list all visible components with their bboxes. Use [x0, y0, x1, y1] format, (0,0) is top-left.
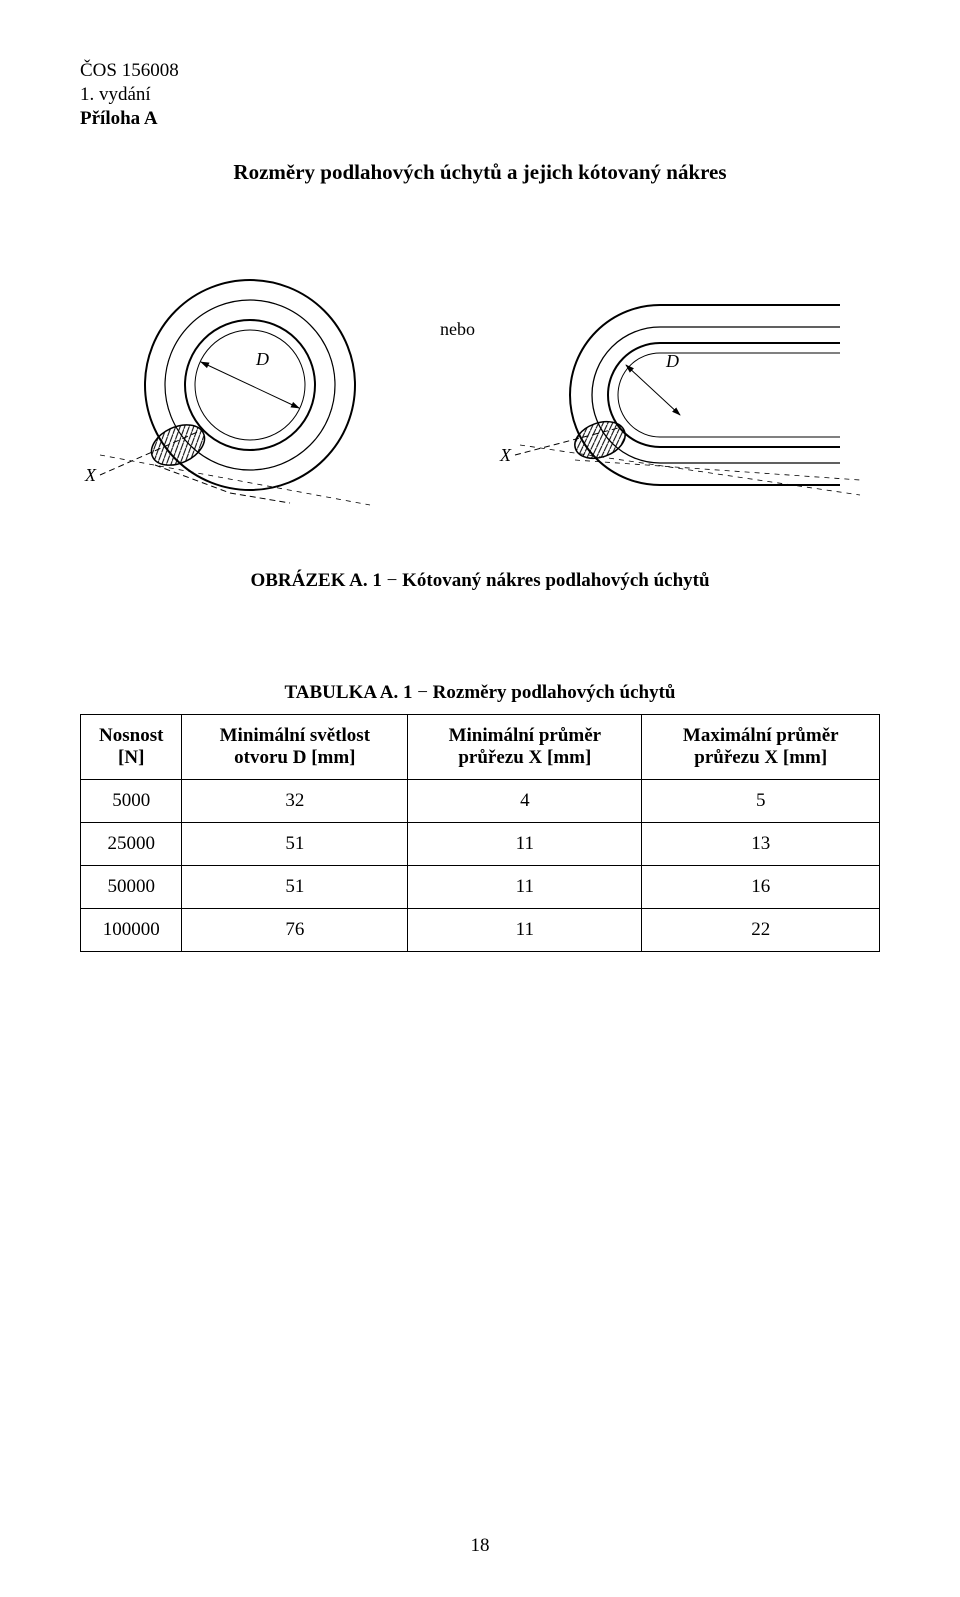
table-row: 5000 32 4 5: [81, 780, 880, 823]
label-D-left: D: [255, 349, 269, 369]
col-header-0: Nosnost [N]: [81, 715, 182, 780]
table-caption-label: TABULKA A. 1: [285, 682, 413, 703]
cell: 11: [408, 866, 642, 909]
label-X-left-1: X: [84, 465, 97, 485]
cell: 25000: [81, 823, 182, 866]
table-caption-text: Rozměry podlahových úchytů: [433, 682, 676, 703]
figure-caption: OBRÁZEK A. 1 − Kótovaný nákres podlahový…: [80, 570, 880, 592]
col-header-2: Minimální průměr průřezu X [mm]: [408, 715, 642, 780]
table-caption-sep: −: [412, 682, 432, 703]
cell: 100000: [81, 909, 182, 952]
cell: 16: [642, 866, 880, 909]
cell: 4: [408, 780, 642, 823]
cell: 13: [642, 823, 880, 866]
cell: 32: [182, 780, 408, 823]
page-number: 18: [0, 1535, 960, 1557]
anchor-diagram: D X nebo: [80, 235, 880, 535]
cell: 51: [182, 823, 408, 866]
page-title: Rozměry podlahových úchytů a jejich kóto…: [80, 160, 880, 185]
table-row: 50000 51 11 16: [81, 866, 880, 909]
doc-code: ČOS 156008: [80, 60, 880, 82]
cell: 5: [642, 780, 880, 823]
cell: 11: [408, 909, 642, 952]
col-header-1: Minimální světlost otvoru D [mm]: [182, 715, 408, 780]
label-D-right: D: [665, 351, 679, 371]
cell: 22: [642, 909, 880, 952]
figure-caption-sep: −: [382, 570, 402, 591]
label-nebo: nebo: [440, 319, 475, 339]
cell: 50000: [81, 866, 182, 909]
label-X-right: X: [499, 445, 512, 465]
table-row: 100000 76 11 22: [81, 909, 880, 952]
cell: 76: [182, 909, 408, 952]
table-caption: TABULKA A. 1 − Rozměry podlahových úchyt…: [80, 682, 880, 704]
appendix: Příloha A: [80, 108, 880, 130]
cell: 51: [182, 866, 408, 909]
edition: 1. vydání: [80, 84, 880, 106]
table-row: 25000 51 11 13: [81, 823, 880, 866]
col-header-3: Maximální průměr průřezu X [mm]: [642, 715, 880, 780]
dimensions-table: Nosnost [N] Minimální světlost otvoru D …: [80, 714, 880, 952]
diagram-container: D X nebo: [80, 235, 880, 540]
table-header-row: Nosnost [N] Minimální světlost otvoru D …: [81, 715, 880, 780]
cell: 11: [408, 823, 642, 866]
cell: 5000: [81, 780, 182, 823]
figure-caption-text: Kótovaný nákres podlahových úchytů: [402, 570, 709, 591]
figure-caption-label: OBRÁZEK A. 1: [250, 570, 381, 591]
